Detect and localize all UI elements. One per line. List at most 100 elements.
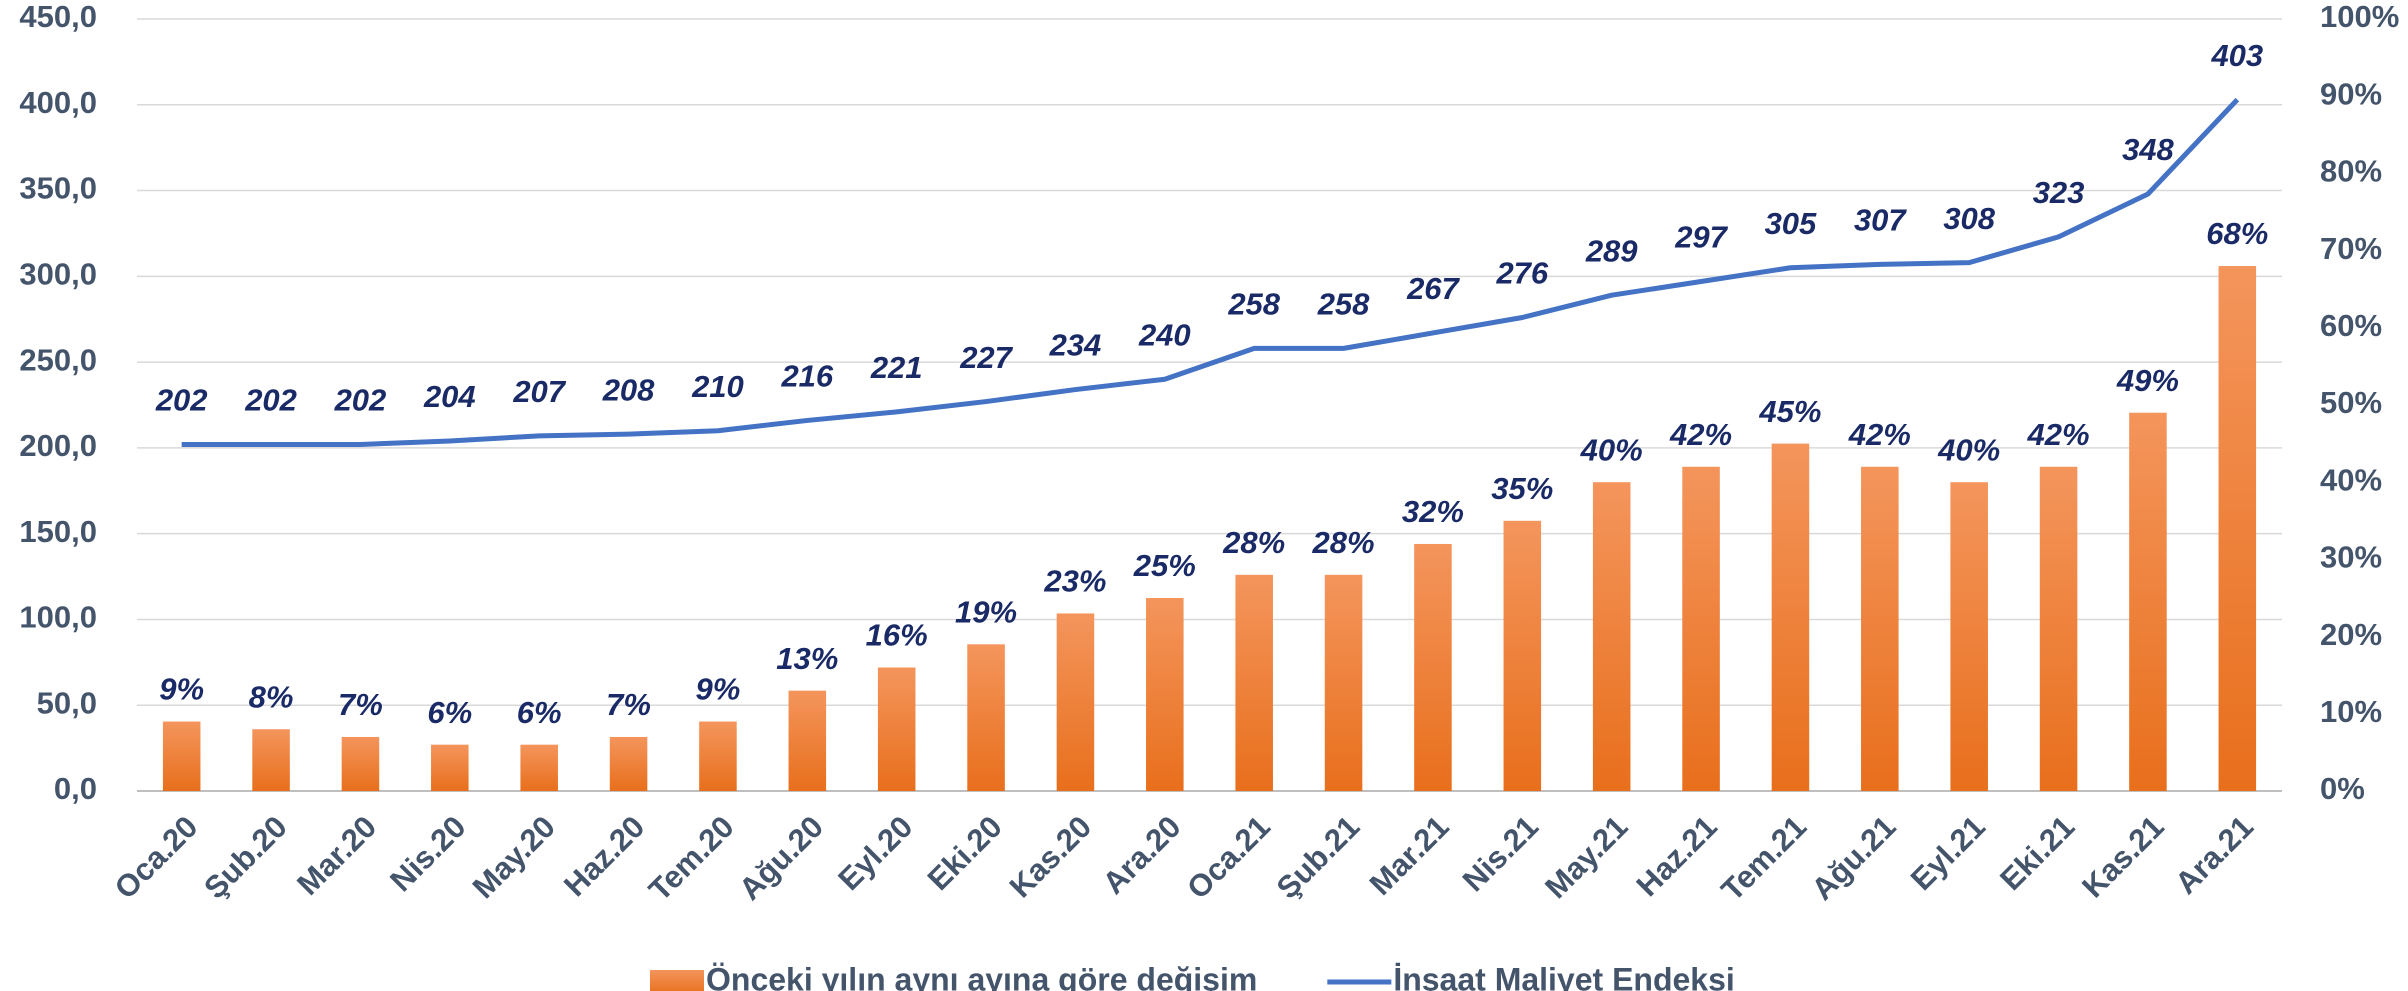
bar-data-label: 32% xyxy=(1402,494,1464,529)
x-tick-label: Eyl.21 xyxy=(1904,809,1992,897)
y-tick-label: 450,0 xyxy=(19,0,97,34)
line-data-label: 297 xyxy=(1674,220,1728,255)
bar-data-label: 7% xyxy=(338,687,383,722)
line-data-label: 234 xyxy=(1049,328,1102,363)
y2-tick-label: 80% xyxy=(2320,154,2382,189)
line-data-label: 307 xyxy=(1854,203,1907,238)
x-tick-label: Eyl.20 xyxy=(831,809,919,897)
bar-data-label: 45% xyxy=(1758,394,1821,429)
bar xyxy=(2218,266,2257,791)
y-tick-label: 200,0 xyxy=(19,428,97,463)
y-tick-label: 250,0 xyxy=(19,342,97,377)
x-tick-label: Haz.21 xyxy=(1630,809,1724,903)
bar xyxy=(1414,543,1452,791)
bar-data-label: 28% xyxy=(1312,525,1375,560)
x-tick-label: Şub.20 xyxy=(197,809,294,906)
line-data-label: 202 xyxy=(244,383,297,418)
y2-tick-label: 30% xyxy=(2320,540,2382,575)
bar xyxy=(341,736,380,791)
bar-data-label: 42% xyxy=(2027,417,2090,452)
line-data-label: 208 xyxy=(602,372,655,407)
bar-data-label: 68% xyxy=(2206,216,2268,251)
y-tick-label: 350,0 xyxy=(19,171,97,206)
bar xyxy=(1592,482,1631,791)
bar xyxy=(1682,466,1720,791)
bar-data-label: 42% xyxy=(1848,417,1911,452)
line-data-label: 202 xyxy=(334,383,387,418)
bar xyxy=(699,721,737,791)
x-tick-label: Tem.21 xyxy=(1715,809,1814,908)
bar xyxy=(1771,443,1810,791)
y2-tick-label: 50% xyxy=(2320,385,2382,420)
y-tick-label: 100,0 xyxy=(19,600,97,635)
x-tick-label: Kas.21 xyxy=(2075,809,2170,904)
x-tick-label: Ara.21 xyxy=(2168,809,2260,901)
x-tick-label: Haz.20 xyxy=(557,809,651,903)
y-tick-label: 0,0 xyxy=(54,771,97,806)
x-tick-label: Oca.21 xyxy=(1180,809,1277,906)
bar xyxy=(1324,574,1363,791)
x-tick-label: Oca.20 xyxy=(108,809,205,906)
line-data-label: 289 xyxy=(1585,233,1638,268)
line-data-label: 207 xyxy=(512,374,566,409)
line-data-label: 348 xyxy=(2122,132,2174,167)
x-tick-label: Nis.21 xyxy=(1456,809,1545,898)
bar-data-label: 7% xyxy=(606,687,651,722)
bar-data-label: 8% xyxy=(249,679,294,714)
line-data-label: 258 xyxy=(1317,287,1370,322)
line-data-label: 221 xyxy=(870,350,923,385)
y2-tick-label: 70% xyxy=(2320,231,2382,266)
bar-data-label: 40% xyxy=(1937,432,2000,467)
y-tick-label: 300,0 xyxy=(19,257,97,292)
line xyxy=(181,97,2240,447)
bar xyxy=(1861,466,1899,791)
y2-tick-label: 90% xyxy=(2320,76,2382,111)
bar-data-label: 16% xyxy=(866,618,928,653)
bar xyxy=(431,744,469,791)
bar xyxy=(2129,412,2167,791)
line-data-label: 258 xyxy=(1227,287,1280,322)
line-data-label: 276 xyxy=(1495,256,1548,291)
x-tick-label: Mar.21 xyxy=(1363,809,1456,902)
bar xyxy=(1146,598,1184,791)
line-data-label: 267 xyxy=(1406,271,1460,306)
line-data-label: 403 xyxy=(2210,38,2263,73)
bar-data-label: 40% xyxy=(1580,432,1643,467)
bar-data-label: 42% xyxy=(1669,417,1732,452)
x-tick-label: Ağu.20 xyxy=(732,809,830,907)
legend-label: İnşaat Maliyet Endeksi xyxy=(1393,961,1734,991)
line-data-label: 227 xyxy=(959,340,1013,375)
x-tick-label: Ağu.21 xyxy=(1805,809,1903,907)
bar-data-label: 6% xyxy=(517,695,562,730)
x-tick-label: Eki.21 xyxy=(1993,809,2081,897)
line-data-label: 305 xyxy=(1765,206,1817,241)
x-tick-label: Mar.20 xyxy=(290,809,383,902)
bar xyxy=(609,736,648,791)
y-tick-label: 400,0 xyxy=(19,85,97,120)
x-tick-label: Şub.21 xyxy=(1270,809,1367,906)
bar xyxy=(2039,466,2078,791)
y2-tick-label: 100% xyxy=(2320,0,2399,34)
y-tick-label: 150,0 xyxy=(19,514,97,549)
line-data-label: 308 xyxy=(1943,201,1995,236)
line-data-label: 240 xyxy=(1138,317,1191,352)
x-tick-label: Eki.20 xyxy=(921,809,1009,897)
y2-tick-label: 10% xyxy=(2320,694,2382,729)
bar-data-label: 9% xyxy=(696,672,741,707)
x-tick-label: Tem.20 xyxy=(642,809,741,908)
bar xyxy=(788,690,827,791)
line-data-label: 202 xyxy=(155,383,208,418)
x-tick-label: Ara.20 xyxy=(1096,809,1188,901)
bar-data-label: 19% xyxy=(955,595,1017,630)
bar-data-label: 35% xyxy=(1491,471,1553,506)
x-tick-label: May.21 xyxy=(1538,809,1634,905)
bar-data-label: 13% xyxy=(776,641,838,676)
bar xyxy=(967,644,1005,791)
bar xyxy=(1056,613,1095,791)
x-tick-label: May.20 xyxy=(466,809,562,905)
bar-data-label: 49% xyxy=(2116,363,2179,398)
bar-data-label: 9% xyxy=(159,672,204,707)
y2-tick-label: 40% xyxy=(2320,462,2382,497)
bar-data-label: 23% xyxy=(1043,564,1106,599)
bar xyxy=(877,667,916,791)
